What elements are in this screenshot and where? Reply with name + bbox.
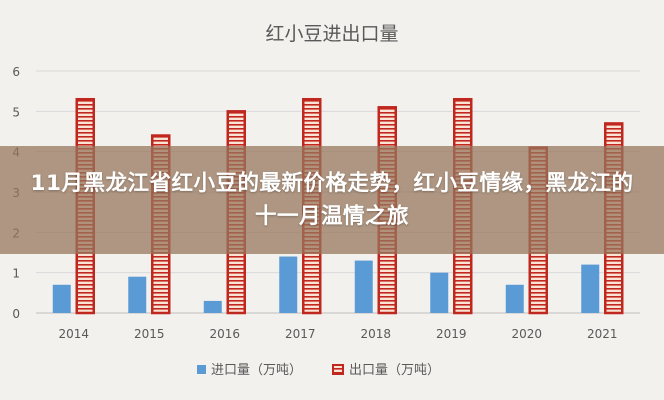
bar-import (430, 272, 449, 313)
y-tick-label: 5 (12, 105, 20, 119)
x-tick-label: 2016 (209, 327, 240, 341)
bar-import (505, 284, 524, 313)
chart-title: 红小豆进出口量 (265, 23, 398, 45)
legend-label-export: 出口量（万吨） (349, 363, 440, 378)
headline-text: 11月黑龙江省红小豆的最新价格走势，红小豆情缘，黑龙江的十一月温情之旅 (30, 171, 634, 229)
x-tick-label: 2017 (285, 327, 316, 341)
bar-import (128, 276, 147, 313)
x-tick-label: 2018 (360, 327, 391, 341)
bar-import (581, 264, 600, 313)
legend-label-import: 进口量（万吨） (211, 363, 302, 378)
x-tick-label: 2014 (58, 327, 89, 341)
bar-import (279, 256, 298, 313)
y-tick-label: 0 (12, 307, 20, 321)
x-tick-label: 2019 (436, 327, 467, 341)
x-axis-ticks: 2014 2015 2016 2017 2018 2019 2020 2021 (58, 327, 617, 341)
headline-banner: 11月黑龙江省红小豆的最新价格走势，红小豆情缘，黑龙江的十一月温情之旅 (0, 146, 664, 254)
y-tick-label: 1 (12, 267, 20, 281)
x-tick-label: 2020 (511, 327, 542, 341)
bar-import (203, 300, 222, 313)
x-tick-label: 2015 (134, 327, 165, 341)
y-tick-label: 6 (12, 65, 20, 79)
bar-import (354, 260, 373, 313)
legend-swatch-import (197, 365, 206, 374)
legend-swatch-export (332, 364, 344, 375)
x-tick-label: 2021 (587, 327, 618, 341)
bar-import (52, 284, 71, 313)
legend: 进口量（万吨） 出口量（万吨） (197, 363, 440, 378)
